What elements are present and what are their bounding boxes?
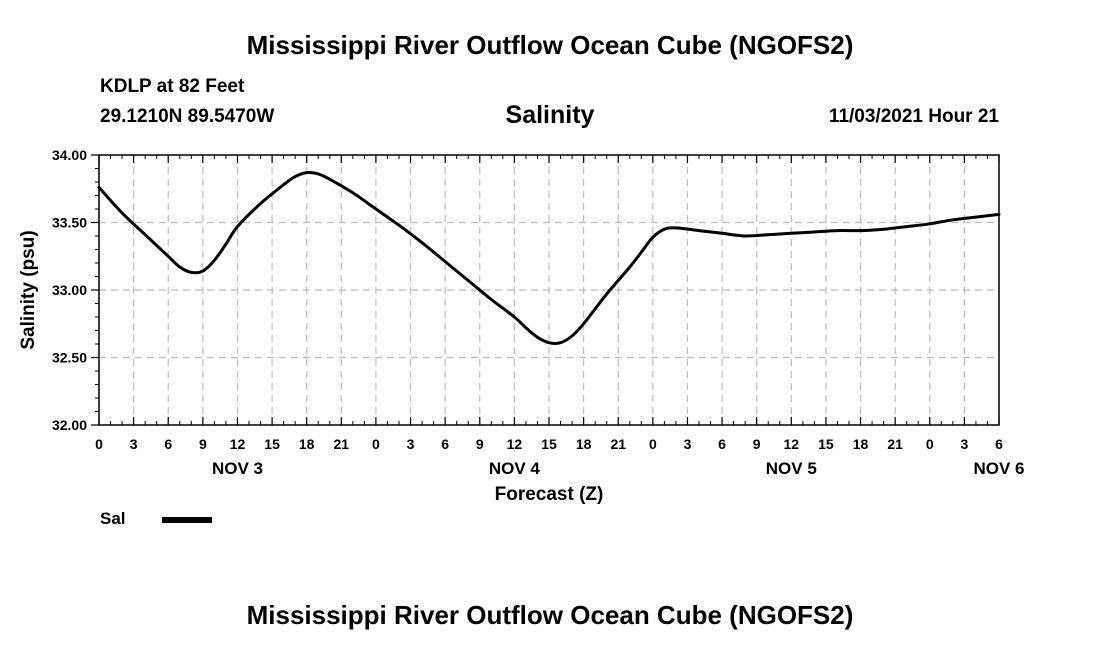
x-tick-label: 15 — [264, 436, 280, 452]
x-tick-label: 9 — [199, 436, 207, 452]
x-tick-label: 0 — [372, 436, 380, 452]
x-tick-label: 6 — [441, 436, 449, 452]
footer-title: Mississippi River Outflow Ocean Cube (NG… — [246, 600, 854, 630]
station-label: KDLP at 82 Feet — [100, 76, 245, 97]
x-tick-label: 6 — [995, 436, 1003, 452]
page-title: Mississippi River Outflow Ocean Cube (NG… — [246, 30, 854, 60]
x-tick-label: 21 — [887, 436, 903, 452]
x-tick-label: 3 — [130, 436, 138, 452]
x-tick-label: 18 — [299, 436, 315, 452]
y-tick-label: 32.00 — [52, 417, 87, 433]
y-tick-label: 33.00 — [52, 282, 87, 298]
x-axis-label: Forecast (Z) — [495, 484, 604, 505]
legend-label: Sal — [100, 509, 126, 528]
plot-title: Salinity — [505, 101, 595, 129]
x-tick-label: 0 — [95, 436, 103, 452]
day-label: NOV 6 — [973, 459, 1024, 478]
station-coords: 29.1210N 89.5470W — [100, 106, 275, 127]
x-tick-label: 9 — [476, 436, 484, 452]
x-tick-label: 9 — [753, 436, 761, 452]
y-tick-label: 34.00 — [52, 147, 87, 163]
y-tick-label: 33.50 — [52, 215, 87, 231]
x-tick-label: 3 — [407, 436, 415, 452]
day-label: NOV 4 — [489, 459, 541, 478]
x-tick-label: 0 — [926, 436, 934, 452]
salinity-series-line — [97, 170, 1001, 345]
x-tick-label: 21 — [610, 436, 626, 452]
x-tick-label: 15 — [818, 436, 834, 452]
x-tick-label: 6 — [718, 436, 726, 452]
x-tick-label: 3 — [684, 436, 692, 452]
day-label: NOV 5 — [766, 459, 817, 478]
y-tick-label: 32.50 — [52, 350, 87, 366]
x-tick-label: 6 — [164, 436, 172, 452]
x-tick-label: 12 — [784, 436, 800, 452]
day-label: NOV 3 — [212, 459, 263, 478]
y-axis-label: Salinity (psu) — [18, 230, 39, 349]
x-tick-label: 12 — [230, 436, 246, 452]
forecast-datetime: 11/03/2021 Hour 21 — [828, 106, 999, 127]
x-tick-label: 18 — [576, 436, 592, 452]
x-tick-label: 18 — [853, 436, 869, 452]
plot-frame — [98, 154, 1000, 426]
x-tick-label: 15 — [541, 436, 557, 452]
x-tick-label: 12 — [507, 436, 523, 452]
x-tick-label: 21 — [334, 436, 350, 452]
x-tick-label: 0 — [649, 436, 657, 452]
x-tick-label: 3 — [960, 436, 968, 452]
